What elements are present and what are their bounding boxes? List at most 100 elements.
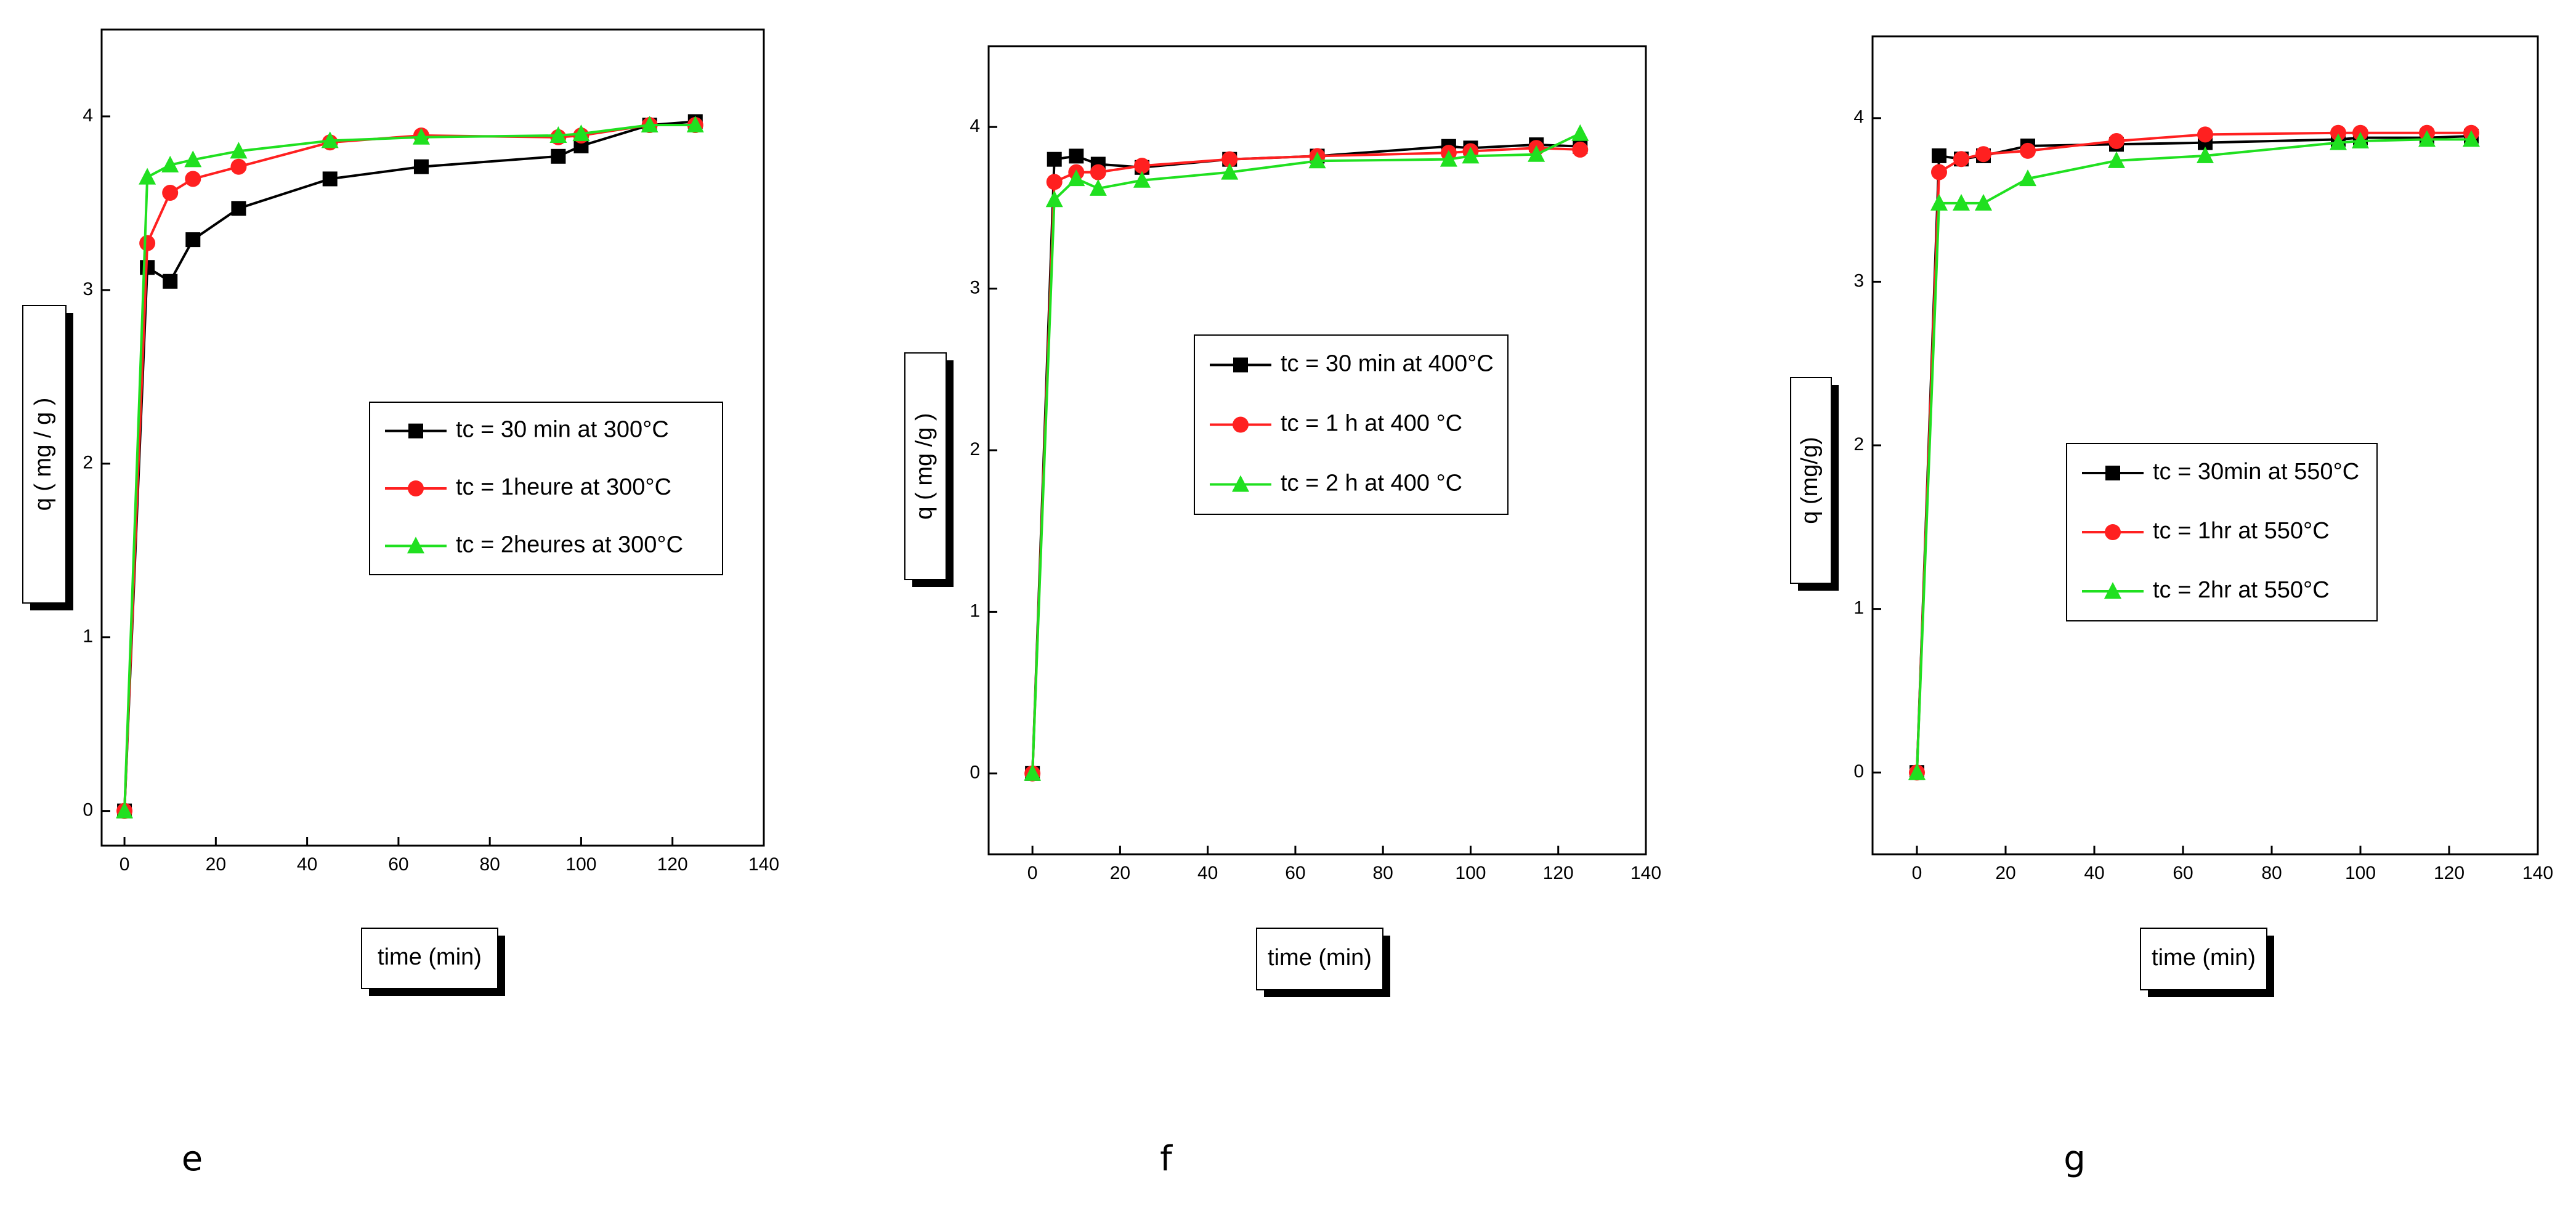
x-tick-label: 140: [2522, 863, 2553, 883]
marker: [1089, 179, 1107, 196]
marker: [1953, 193, 1970, 211]
marker: [185, 232, 201, 248]
marker: [116, 801, 134, 819]
marker: [407, 536, 424, 554]
marker: [2104, 582, 2121, 599]
y-tick-label: 3: [83, 279, 93, 299]
marker: [1090, 164, 1106, 180]
y-label-box: [22, 305, 67, 604]
marker: [2418, 130, 2436, 147]
marker: [2020, 142, 2036, 159]
x-tick-label: 100: [1455, 863, 1486, 883]
marker: [139, 168, 156, 185]
marker: [412, 127, 430, 145]
marker: [413, 159, 429, 174]
marker: [1572, 141, 1589, 158]
marker: [408, 480, 424, 496]
panel-label: g: [2064, 1139, 2086, 1179]
marker: [1975, 146, 1991, 163]
marker: [2197, 126, 2213, 143]
x-tick-label: 60: [2173, 863, 2193, 883]
marker: [231, 201, 246, 216]
marker: [321, 131, 339, 148]
marker: [230, 142, 248, 159]
y-tick-label: 3: [1853, 270, 1864, 291]
marker: [1930, 193, 1948, 211]
x-label-box: [361, 928, 498, 989]
x-tick-label: 20: [206, 854, 226, 875]
marker: [184, 150, 202, 168]
marker: [162, 185, 179, 201]
y-tick-label: 1: [970, 601, 980, 621]
marker: [1571, 124, 1589, 141]
x-axis-label: time (min): [378, 944, 482, 970]
x-axis-label: time (min): [2152, 945, 2256, 971]
marker: [230, 158, 247, 175]
panel-label: f: [1160, 1139, 1173, 1179]
marker: [551, 148, 566, 164]
marker: [2019, 169, 2036, 187]
y-tick-label: 0: [83, 800, 93, 820]
marker: [1045, 190, 1063, 208]
marker: [1232, 475, 1249, 492]
x-tick-label: 40: [297, 854, 317, 875]
marker: [572, 124, 590, 142]
legend-text: tc = 30 min at 400°C: [1281, 351, 1494, 377]
marker: [1908, 763, 1926, 780]
marker: [2352, 131, 2369, 148]
marker: [1528, 145, 1545, 162]
legend-text: tc = 1hr at 550°C: [2153, 518, 2330, 544]
y-label-box: [904, 352, 947, 580]
marker: [322, 171, 338, 187]
y-tick-label: 2: [83, 453, 93, 473]
marker: [641, 116, 658, 133]
y-tick-label: 4: [1853, 107, 1864, 127]
y-tick-label: 1: [1853, 598, 1864, 618]
y-label-box: [1790, 377, 1832, 584]
y-tick-label: 4: [970, 116, 980, 136]
marker: [1046, 174, 1063, 190]
marker: [185, 171, 201, 187]
marker: [163, 273, 178, 289]
x-tick-label: 100: [565, 854, 596, 875]
x-tick-label: 120: [1543, 863, 1574, 883]
marker: [1133, 171, 1151, 188]
marker: [549, 126, 567, 143]
y-tick-label: 0: [970, 763, 980, 783]
y-tick-label: 4: [83, 105, 93, 126]
plot-frame: [100, 28, 765, 847]
legend-text: tc = 2heures at 300°C: [456, 532, 683, 557]
panel-label: e: [182, 1139, 203, 1179]
x-tick-label: 0: [1912, 863, 1922, 883]
x-tick-label: 140: [748, 854, 779, 875]
y-tick-label: 2: [970, 439, 980, 459]
x-label-box: [1256, 928, 1383, 990]
marker: [139, 235, 156, 251]
x-tick-label: 100: [2345, 863, 2376, 883]
x-tick-label: 120: [2434, 863, 2465, 883]
y-axis-label: q (mg/g): [1797, 437, 1823, 524]
x-tick-label: 80: [2261, 863, 2282, 883]
x-tick-label: 20: [1995, 863, 2015, 883]
x-tick-label: 0: [1027, 863, 1038, 883]
marker: [1462, 147, 1480, 164]
x-axis-label: time (min): [1268, 945, 1372, 971]
legend-text: tc = 2 h at 400 °C: [1281, 471, 1462, 496]
legend-text: tc = 2hr at 550°C: [2153, 577, 2330, 603]
x-tick-label: 80: [479, 854, 500, 875]
marker: [1067, 169, 1085, 187]
y-tick-label: 2: [1853, 434, 1864, 455]
x-tick-label: 60: [1285, 863, 1305, 883]
marker: [1069, 148, 1084, 164]
x-tick-label: 40: [2084, 863, 2104, 883]
marker: [1932, 148, 1946, 163]
x-tick-label: 80: [1373, 863, 1393, 883]
legend-text: tc = 1heure at 300°C: [456, 474, 671, 500]
marker: [161, 155, 179, 172]
marker: [1233, 416, 1249, 433]
marker: [1953, 151, 1969, 168]
marker: [2463, 130, 2480, 147]
chart: 0 20 40 60 80 100 120 140 0 1 2 3 4 tc = 30 min at 30…: [22, 28, 779, 1179]
marker: [1047, 152, 1062, 167]
x-tick-label: 20: [1110, 863, 1130, 883]
